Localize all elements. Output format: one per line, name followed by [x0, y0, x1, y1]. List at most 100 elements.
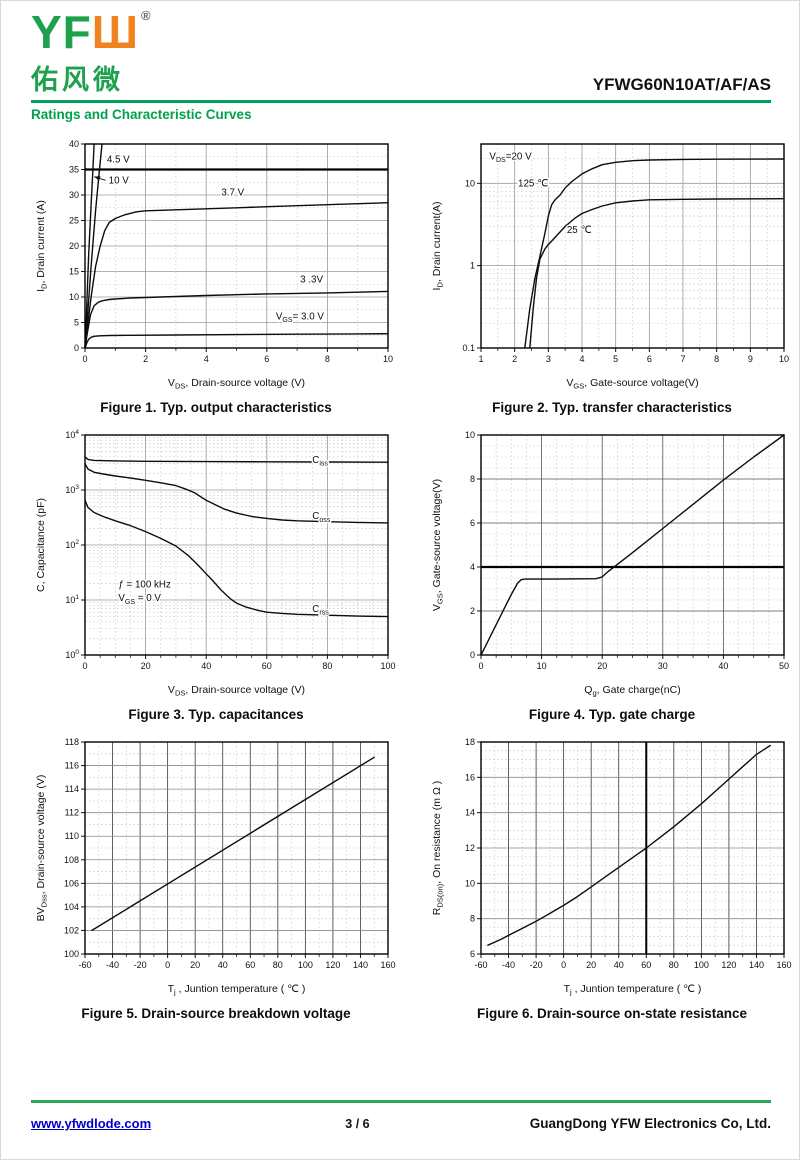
figure-3-caption: Figure 3. Typ. capacitances	[128, 707, 304, 722]
svg-text:3.7 V: 3.7 V	[221, 188, 244, 199]
svg-text:80: 80	[273, 960, 283, 970]
svg-text:10: 10	[779, 354, 789, 364]
svg-text:12: 12	[465, 843, 475, 853]
svg-text:8: 8	[325, 354, 330, 364]
svg-text:112: 112	[65, 808, 79, 818]
svg-text:116: 116	[65, 761, 79, 771]
svg-text:0.1: 0.1	[462, 343, 475, 353]
svg-text:-60: -60	[474, 960, 487, 970]
svg-text:-20: -20	[134, 960, 147, 970]
svg-text:40: 40	[69, 139, 79, 149]
svg-text:0: 0	[470, 650, 475, 660]
figure-1: 0 2 4 6 8 10 0 5 10 15 20 25 30 35 40 VDS, Drain-source…	[31, 134, 401, 415]
logo-yf-text: YF	[31, 6, 92, 58]
svg-text:10: 10	[537, 661, 547, 671]
svg-text:0: 0	[165, 960, 170, 970]
chart-breakdown-voltage: -60 -40 -20 0 20 40 60 80 100 120 140 160 100 102 104 1…	[31, 732, 401, 998]
svg-text:4.5 V: 4.5 V	[107, 154, 130, 165]
chart-transfer-characteristics: 1 2 3 4 5 6 7 8 9 10 0.1 1 10 VGS, Gate-source voltag…	[427, 134, 797, 392]
svg-text:10: 10	[465, 178, 475, 188]
chart-capacitances: 0 20 40 60 80 100 100 101 102 103 104 VDS, Drain-so…	[31, 425, 401, 699]
svg-text:10: 10	[69, 292, 79, 302]
svg-text:6: 6	[470, 949, 475, 959]
svg-text:RDS(on), On resistance (m Ω ): RDS(on), On resistance (m Ω )	[431, 781, 445, 915]
yfw-logo-wordmark: YFШ ®	[31, 9, 152, 55]
svg-text:4: 4	[470, 562, 475, 572]
svg-text:20: 20	[597, 661, 607, 671]
footer-row: www.yfwdlode.com 3 / 6 GuangDong YFW Ele…	[31, 1116, 771, 1131]
svg-text:-20: -20	[530, 960, 543, 970]
svg-text:102: 102	[65, 539, 79, 550]
svg-text:3: 3	[546, 354, 551, 364]
svg-text:100: 100	[380, 661, 395, 671]
svg-text:80: 80	[669, 960, 679, 970]
figure-1-caption: Figure 1. Typ. output characteristics	[100, 400, 332, 415]
svg-text:4: 4	[204, 354, 209, 364]
yfw-logo: YFШ ® 佑风微	[31, 9, 152, 97]
svg-text:40: 40	[718, 661, 728, 671]
figure-2: 1 2 3 4 5 6 7 8 9 10 0.1 1 10 VGS, Gate-source voltag…	[427, 134, 797, 415]
svg-text:VDS=20 V: VDS=20 V	[489, 151, 532, 164]
svg-text:8: 8	[470, 474, 475, 484]
svg-text:10 V: 10 V	[109, 175, 130, 186]
figure-6-caption: Figure 6. Drain-source on-state resistan…	[476, 1006, 748, 1021]
svg-text:18: 18	[465, 737, 475, 747]
svg-text:20: 20	[190, 960, 200, 970]
section-title: Ratings and Characteristic Curves	[31, 107, 252, 122]
svg-text:7: 7	[680, 354, 685, 364]
svg-text:50: 50	[779, 661, 789, 671]
svg-text:5: 5	[613, 354, 618, 364]
svg-text:VDS, Drain-source voltage (V): VDS, Drain-source voltage (V)	[168, 377, 305, 391]
svg-text:160: 160	[776, 960, 791, 970]
svg-text:8: 8	[470, 914, 475, 924]
svg-text:125 ℃: 125 ℃	[518, 178, 548, 189]
svg-text:101: 101	[65, 594, 79, 605]
svg-text:-60: -60	[78, 960, 91, 970]
svg-text:40: 40	[614, 960, 624, 970]
page-header: YFШ ® 佑风微 YFWG60N10AT/AF/AS	[31, 9, 771, 97]
svg-text:25 ℃: 25 ℃	[567, 225, 592, 236]
registered-trademark-icon: ®	[141, 8, 152, 23]
logo-chinese-name: 佑风微	[31, 65, 124, 95]
svg-text:16: 16	[465, 772, 475, 782]
svg-text:6: 6	[647, 354, 652, 364]
svg-text:140: 140	[353, 960, 368, 970]
svg-text:ƒ = 100 kHz: ƒ = 100 kHz	[118, 579, 171, 590]
svg-text:108: 108	[64, 855, 79, 865]
svg-text:104: 104	[64, 902, 79, 912]
svg-text:100: 100	[65, 649, 79, 660]
svg-text:120: 120	[325, 960, 340, 970]
svg-text:Coss: Coss	[312, 511, 331, 524]
svg-text:10: 10	[383, 354, 393, 364]
svg-text:Qg, Gate charge(nC): Qg, Gate charge(nC)	[584, 684, 680, 698]
chart-on-state-resistance: -60 -40 -20 0 20 40 60 80 100 120 140 160 6 8 10 12 14 16…	[427, 732, 797, 998]
figure-5: -60 -40 -20 0 20 40 60 80 100 120 140 160 100 102 104 1…	[31, 732, 401, 1021]
svg-text:ID, Drain current (A): ID, Drain current (A)	[35, 200, 49, 292]
chart-output-characteristics: 0 2 4 6 8 10 0 5 10 15 20 25 30 35 40 VDS, Drain-source…	[31, 134, 401, 392]
svg-text:VDS, Drain-source voltage (V): VDS, Drain-source voltage (V)	[168, 684, 305, 698]
figure-6: -60 -40 -20 0 20 40 60 80 100 120 140 160 6 8 10 12 14 16…	[427, 732, 797, 1021]
figures-grid: 0 2 4 6 8 10 0 5 10 15 20 25 30 35 40 VDS, Drain-source…	[31, 134, 792, 1031]
svg-text:6: 6	[264, 354, 269, 364]
svg-text:140: 140	[749, 960, 764, 970]
svg-text:0: 0	[478, 661, 483, 671]
svg-text:35: 35	[69, 165, 79, 175]
svg-text:VGS = 0 V: VGS = 0 V	[118, 593, 161, 606]
svg-text:10: 10	[465, 878, 475, 888]
svg-text:0: 0	[561, 960, 566, 970]
svg-text:5: 5	[74, 318, 79, 328]
svg-text:100: 100	[64, 949, 79, 959]
website-link[interactable]: www.yfwdlode.com	[31, 1116, 152, 1131]
svg-text:9: 9	[748, 354, 753, 364]
chart-gate-charge: 0 10 20 30 40 50 0 2 4 6 8 10 Qg, Gate charge(nC) VGS…	[427, 425, 797, 699]
svg-text:1: 1	[478, 354, 483, 364]
svg-text:20: 20	[586, 960, 596, 970]
svg-text:Tj , Juntion temperature ( ℃ ): Tj , Juntion temperature ( ℃ )	[168, 983, 306, 997]
header-divider	[31, 100, 771, 103]
svg-text:102: 102	[64, 925, 79, 935]
part-number: YFWG60N10AT/AF/AS	[592, 75, 771, 94]
svg-text:20: 20	[141, 661, 151, 671]
logo-w-glyph: Ш	[91, 6, 140, 58]
svg-text:10: 10	[465, 430, 475, 440]
